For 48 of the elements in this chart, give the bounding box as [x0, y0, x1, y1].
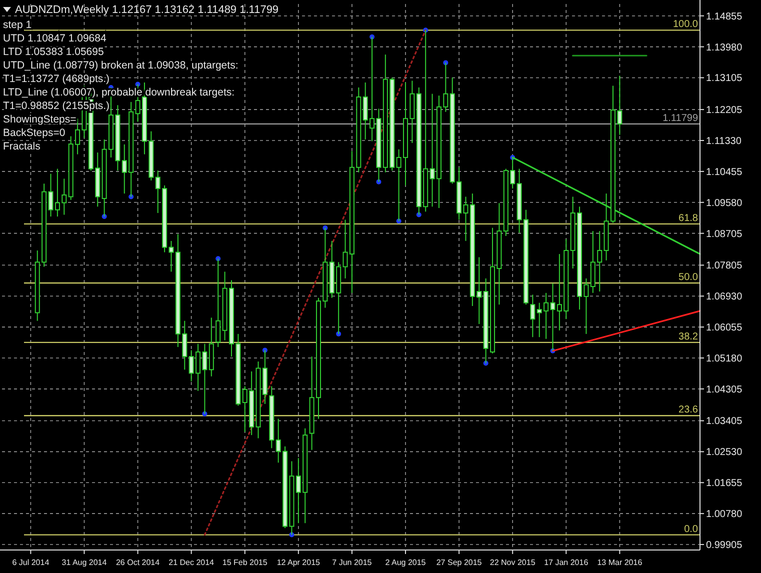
y-tick-label: 1.10455	[706, 166, 743, 178]
y-tick-label: 1.14855	[706, 11, 743, 22]
x-tick-label: 2 Aug 2015	[385, 558, 426, 567]
annotation: 100.0	[672, 19, 698, 30]
annotation: step 1	[3, 19, 32, 31]
x-tick-label: 12 Apr 2015	[276, 558, 321, 567]
y-tick-label: 1.00780	[706, 509, 743, 520]
y-tick-label: 1.06930	[706, 292, 743, 303]
x-tick-label: 26 Oct 2014	[116, 558, 160, 567]
y-tick-label: 1.11330	[706, 136, 742, 147]
x-tick-label: 22 Nov 2015	[490, 558, 536, 567]
y-tick-label: 1.08705	[706, 228, 743, 240]
x-tick-label: 17 Jan 2016	[544, 558, 589, 567]
y-tick-label: 1.04305	[706, 384, 743, 396]
chart-title: AUDNZDm,Weekly 1.12167 1.13162 1.11489 1.11799	[15, 4, 279, 16]
annotation: 61.8	[678, 212, 698, 224]
annotation: 38.2	[678, 331, 698, 342]
annotation: 23.6	[678, 404, 698, 416]
y-tick-label: 1.02530	[706, 447, 743, 458]
y-tick-label: 1.06055	[706, 322, 743, 334]
y-tick-label: 1.12205	[706, 105, 743, 116]
candlestick	[216, 258, 221, 348]
candlestick	[530, 294, 536, 338]
annotation: UTD 1.10847 1.09684	[3, 32, 106, 44]
x-tick-label: 13 Mar 2016	[597, 558, 643, 567]
annotation: ShowingSteps=	[3, 114, 76, 126]
ref-line-label: 1.11799	[662, 112, 698, 124]
y-tick-label: 1.01655	[706, 478, 743, 490]
y-tick-label: 1.07805	[706, 260, 743, 272]
y-tick-label: 1.09580	[706, 198, 743, 209]
x-tick-label: 6 Jul 2014	[12, 558, 50, 567]
x-tick-label: 7 Jun 2015	[332, 558, 372, 567]
annotation: 0.0	[684, 524, 698, 535]
x-tick-label: 31 Aug 2014	[62, 558, 108, 567]
x-tick-label: 15 Feb 2015	[222, 558, 268, 567]
annotation: Fractals	[3, 140, 40, 152]
y-tick-label: 1.03405	[706, 416, 743, 428]
annotation: LTD 1.05383 1.05695	[3, 46, 104, 58]
annotation: 50.0	[678, 272, 698, 284]
x-tick-label: 21 Dec 2014	[168, 558, 215, 567]
y-tick-label: 1.13980	[706, 42, 743, 54]
x-tick-label: 27 Sep 2015	[436, 558, 482, 567]
annotation: UTD_Line (1.08779) broken at 1.09038, uptargets:	[3, 60, 238, 72]
annotation: BackSteps=0	[3, 127, 66, 139]
y-tick-label: 1.05180	[706, 353, 743, 364]
y-tick-label: 0.99905	[706, 540, 743, 552]
annotation: T1=1.13727 (4689pts.)	[3, 73, 110, 85]
y-tick-label: 1.13105	[706, 73, 743, 84]
